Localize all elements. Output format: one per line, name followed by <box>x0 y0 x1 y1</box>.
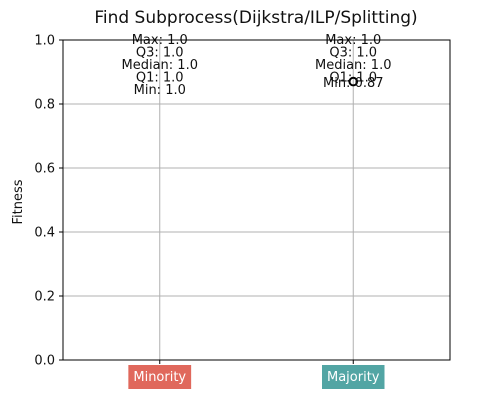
chart-title: Find Subprocess(Dijkstra/ILP/Splitting) <box>94 8 417 28</box>
stat-label: Q3: 1.0 <box>329 46 377 61</box>
stat-label: Median: 1.0 <box>315 58 391 73</box>
y-tick-label: 0.6 <box>34 162 55 177</box>
outlier-point <box>348 76 359 87</box>
axes-frame <box>62 39 451 361</box>
stat-label: Min: 1.0 <box>134 83 186 98</box>
y-tick-label: 1.0 <box>34 34 55 49</box>
y-tick-label: 0.8 <box>34 98 55 113</box>
stat-label: Median: 1.0 <box>122 58 198 73</box>
y-axis-ticks: 0.0 0.2 0.4 0.6 0.8 1.0 <box>34 34 354 369</box>
stat-label: Q3: 1.0 <box>136 46 184 61</box>
category-label: Majority <box>327 370 380 385</box>
stat-label: Min: 0.87 <box>323 76 384 91</box>
category-label: Minority <box>133 370 186 385</box>
y-tick-label: 0.2 <box>34 290 55 305</box>
y-tick-label: 0.4 <box>34 226 55 241</box>
stat-label: Q1: 1.0 <box>329 71 377 86</box>
y-axis-label: Fitness <box>11 179 26 224</box>
category-badge <box>322 365 385 389</box>
stat-label: Q1: 1.0 <box>136 71 184 86</box>
x-axis-categories: Minority Majority <box>128 365 385 389</box>
category-badge <box>128 365 192 389</box>
y-tick-label: 0.0 <box>34 354 55 369</box>
grid-layer <box>63 40 450 360</box>
